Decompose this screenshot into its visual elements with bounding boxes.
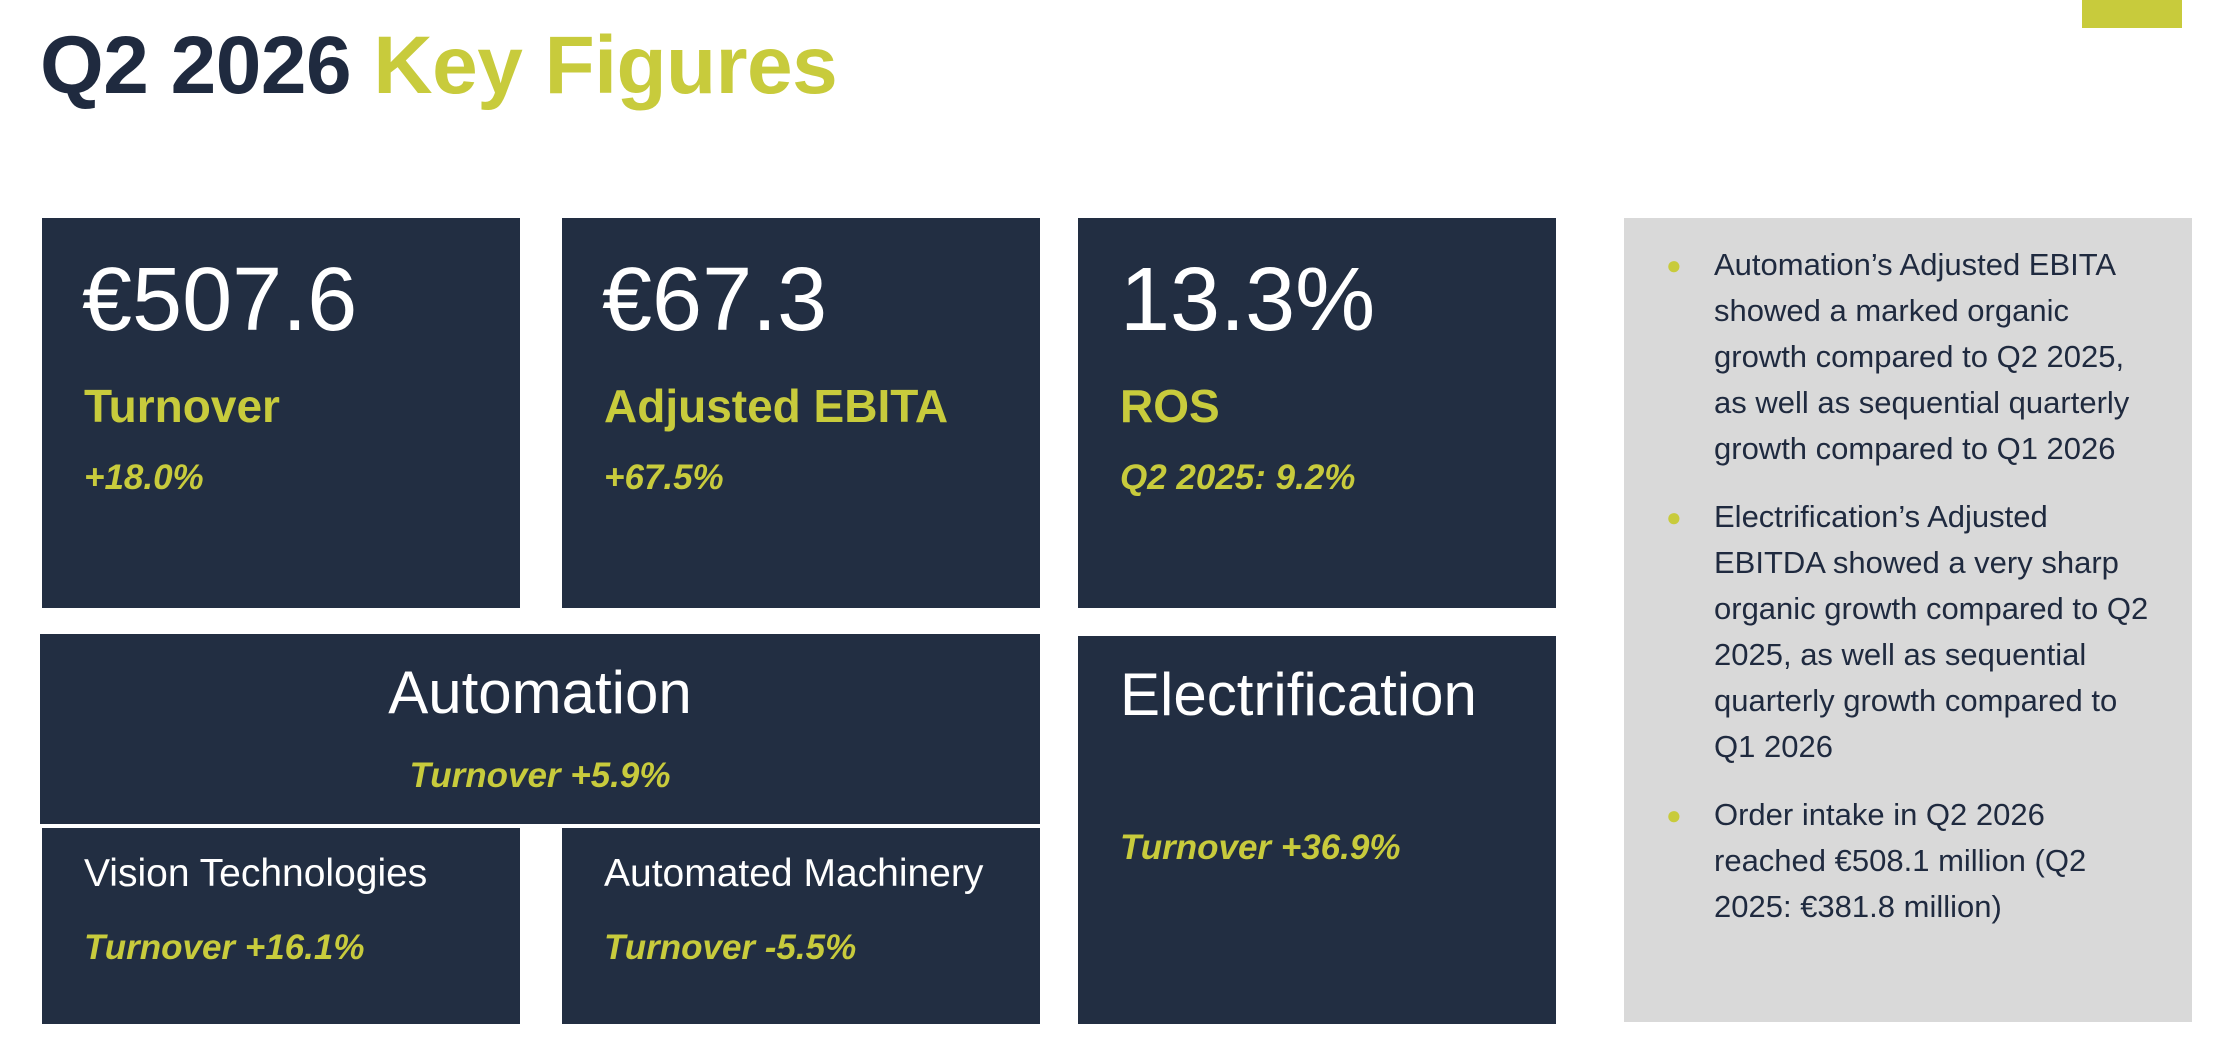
page-title-period: Q2 2026 — [40, 20, 352, 111]
kpi-change: +18.0% — [84, 458, 204, 497]
subsegment-change: Turnover +16.1% — [84, 928, 365, 967]
segment-tile-electrification: Electrification Turnover +36.9% — [1078, 636, 1556, 1024]
page-title-subject: Key Figures — [373, 20, 838, 111]
bullet-dot-icon: ● — [1666, 502, 1682, 532]
accent-bar — [2082, 0, 2182, 28]
bullet-dot-icon: ● — [1666, 250, 1682, 280]
kpi-change: +67.5% — [604, 458, 724, 497]
kpi-label: Turnover — [84, 380, 280, 432]
bullet-dot-icon: ● — [1666, 800, 1682, 830]
list-item: ● Automation’s Adjusted EBITA showed a m… — [1666, 242, 2152, 472]
list-item: ● Electrification’s Adjusted EBITDA show… — [1666, 494, 2152, 770]
segment-change: Turnover +36.9% — [1120, 828, 1401, 867]
subsegment-tile-automated-machinery: Automated Machinery Turnover -5.5% — [562, 828, 1040, 1024]
page-title: Q2 2026 Key Figures — [40, 16, 838, 116]
kpi-tile-ros: 13.3% ROS Q2 2025: 9.2% — [1078, 218, 1556, 608]
kpi-tile-adjusted-ebita: €67.3 Adjusted EBITA +67.5% — [562, 218, 1040, 608]
notes-list: ● Automation’s Adjusted EBITA showed a m… — [1666, 242, 2152, 930]
subsegment-title: Automated Machinery — [604, 852, 984, 895]
kpi-change: Q2 2025: 9.2% — [1120, 458, 1356, 497]
segment-title: Automation — [388, 659, 692, 726]
note-text: Automation’s Adjusted EBITA showed a mar… — [1714, 247, 2130, 466]
segment-change: Turnover +5.9% — [409, 756, 671, 795]
segment-title: Electrification — [1120, 661, 1477, 728]
subsegment-tile-vision-technologies: Vision Technologies Turnover +16.1% — [42, 828, 520, 1024]
segment-tile-automation: Automation Turnover +5.9% — [40, 634, 1040, 824]
subsegment-title: Vision Technologies — [84, 852, 428, 895]
subsegment-change: Turnover -5.5% — [604, 928, 857, 967]
note-text: Order intake in Q2 2026 reached €508.1 m… — [1714, 797, 2087, 924]
kpi-value: €67.3 — [602, 250, 828, 350]
kpi-value: €507.6 — [82, 250, 358, 350]
kpi-tile-turnover: €507.6 Turnover +18.0% — [42, 218, 520, 608]
note-text: Electrification’s Adjusted EBITDA showed… — [1714, 499, 2149, 764]
kpi-value: 13.3% — [1120, 250, 1376, 350]
list-item: ● Order intake in Q2 2026 reached €508.1… — [1666, 792, 2152, 930]
kpi-label: Adjusted EBITA — [604, 380, 949, 432]
kpi-label: ROS — [1120, 380, 1220, 432]
notes-panel: ● Automation’s Adjusted EBITA showed a m… — [1624, 218, 2192, 1022]
